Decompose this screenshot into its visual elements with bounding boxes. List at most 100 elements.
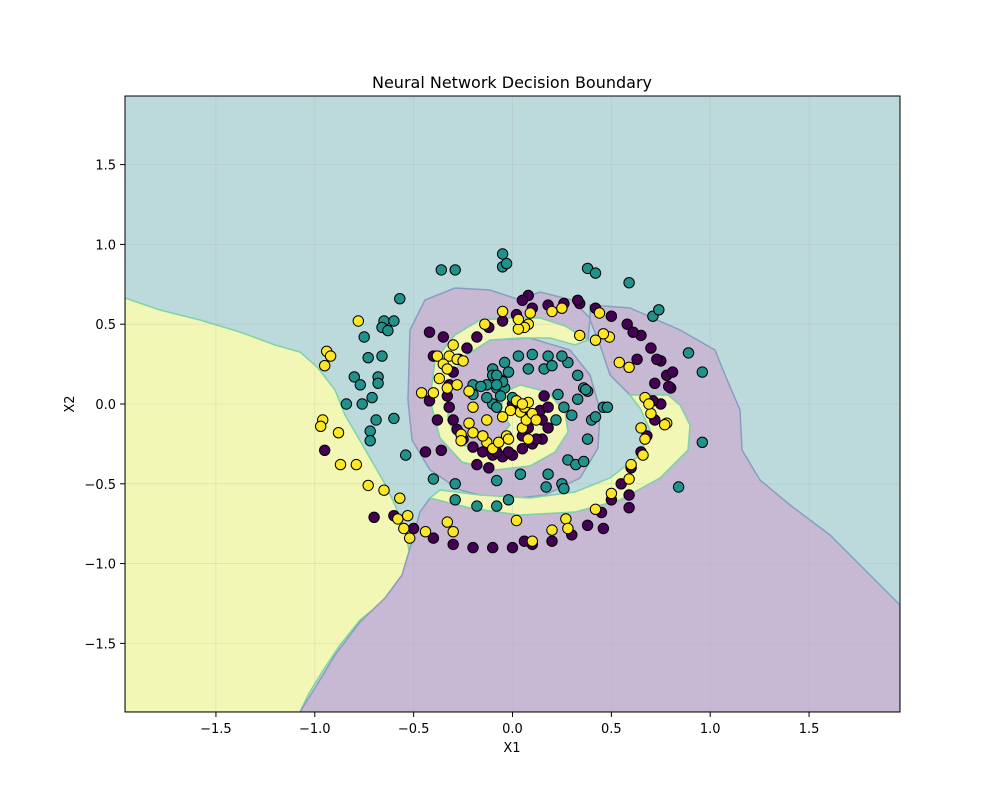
data-point-class-2: [560, 513, 572, 525]
data-point-class-2: [404, 532, 416, 544]
y-tick-label: 1.5: [95, 159, 116, 174]
data-point-class-1: [491, 401, 503, 413]
data-point-class-2: [463, 417, 475, 429]
data-point-class-2: [481, 414, 493, 426]
data-point-class-1: [556, 350, 568, 362]
data-point-class-0: [471, 331, 483, 343]
data-point-class-2: [433, 372, 445, 385]
data-point-class-0: [461, 342, 473, 354]
data-point-class-1: [572, 393, 584, 405]
data-point-class-2: [402, 510, 414, 522]
data-point-class-2: [496, 411, 509, 423]
data-point-class-2: [516, 398, 529, 410]
data-point-class-2: [455, 435, 467, 447]
data-point-class-1: [572, 369, 584, 381]
data-point-class-0: [407, 522, 420, 535]
data-point-class-0: [631, 353, 643, 365]
data-point-class-1: [502, 366, 515, 378]
x-axis-ticks: −1.5 −1.0 −0.5 0.0 0.5 1.0 1.5: [200, 712, 819, 737]
data-point-class-1: [502, 494, 515, 506]
data-point-class-2: [467, 427, 479, 439]
data-points: [315, 248, 708, 554]
data-point-class-2: [350, 458, 362, 471]
data-point-class-1: [653, 304, 665, 316]
data-point-class-2: [378, 484, 390, 496]
data-point-class-2: [398, 522, 410, 535]
x-tick-label: 0.0: [502, 722, 523, 737]
y-axis-ticks: −1.5 −1.0 −0.5 0.0 0.5 1.0 1.5: [84, 159, 125, 652]
data-point-class-0: [516, 294, 529, 306]
data-point-class-2: [479, 318, 491, 330]
data-point-class-0: [605, 310, 618, 322]
data-point-class-1: [491, 379, 503, 391]
data-point-class-2: [623, 361, 635, 373]
x-tick-label: −1.0: [299, 722, 331, 737]
data-point-class-0: [546, 535, 558, 547]
data-point-class-1: [370, 414, 382, 426]
data-point-class-0: [572, 294, 584, 306]
data-point-class-2: [441, 516, 453, 528]
data-point-class-0: [502, 446, 515, 458]
data-point-class-1: [580, 383, 592, 396]
data-point-class-1: [491, 369, 503, 381]
data-point-class-2: [394, 492, 406, 504]
y-tick-label: 0.0: [95, 398, 116, 413]
data-point-class-0: [471, 458, 483, 471]
data-point-class-0: [506, 541, 519, 554]
data-point-class-1: [696, 366, 708, 378]
data-point-class-1: [364, 435, 376, 447]
data-point-class-0: [538, 390, 550, 402]
data-point-class-2: [441, 363, 453, 375]
data-point-class-2: [639, 433, 651, 445]
data-point-class-2: [645, 407, 657, 420]
data-point-class-1: [354, 379, 366, 391]
data-point-class-0: [627, 326, 639, 338]
data-point-class-2: [427, 387, 440, 399]
data-point-class-0: [623, 489, 635, 501]
data-point-class-1: [356, 398, 368, 410]
data-point-class-0: [623, 502, 635, 514]
data-point-class-2: [332, 427, 345, 439]
data-point-class-2: [625, 458, 637, 471]
data-point-class-2: [522, 433, 534, 445]
data-point-class-2: [496, 305, 509, 318]
chart-title: Neural Network Decision Boundary: [372, 73, 652, 92]
data-point-class-2: [562, 522, 574, 535]
y-tick-label: −1.5: [84, 637, 116, 652]
y-tick-label: 0.5: [95, 318, 116, 333]
data-point-class-0: [447, 414, 459, 426]
data-point-class-2: [643, 398, 655, 410]
data-point-class-2: [512, 313, 525, 326]
data-point-class-1: [581, 433, 594, 445]
x-tick-label: 1.0: [700, 722, 721, 737]
data-point-class-0: [487, 541, 499, 554]
data-point-class-0: [516, 443, 529, 455]
data-point-class-1: [512, 350, 525, 362]
plot-area: [125, 96, 900, 712]
data-point-class-1: [491, 500, 503, 512]
data-point-class-1: [388, 315, 400, 327]
data-point-class-0: [666, 366, 679, 378]
data-point-class-1: [348, 371, 360, 383]
data-point-class-1: [696, 436, 708, 448]
data-point-class-2: [613, 356, 625, 369]
data-point-class-2: [447, 339, 459, 351]
data-point-class-1: [362, 352, 374, 364]
data-point-class-2: [441, 382, 453, 394]
data-point-class-2: [415, 387, 428, 399]
data-point-class-1: [601, 401, 614, 413]
data-point-class-2: [502, 433, 515, 445]
data-point-class-1: [526, 348, 538, 361]
data-point-class-1: [546, 360, 558, 372]
data-point-class-1: [589, 267, 602, 279]
data-point-class-2: [512, 323, 525, 335]
data-point-class-0: [477, 446, 489, 458]
data-point-class-1: [449, 478, 461, 490]
data-point-class-1: [514, 468, 527, 480]
data-point-class-1: [500, 257, 513, 270]
data-point-class-1: [672, 481, 685, 493]
data-point-class-2: [334, 458, 347, 471]
data-point-class-1: [498, 356, 511, 369]
data-point-class-0: [621, 318, 633, 330]
